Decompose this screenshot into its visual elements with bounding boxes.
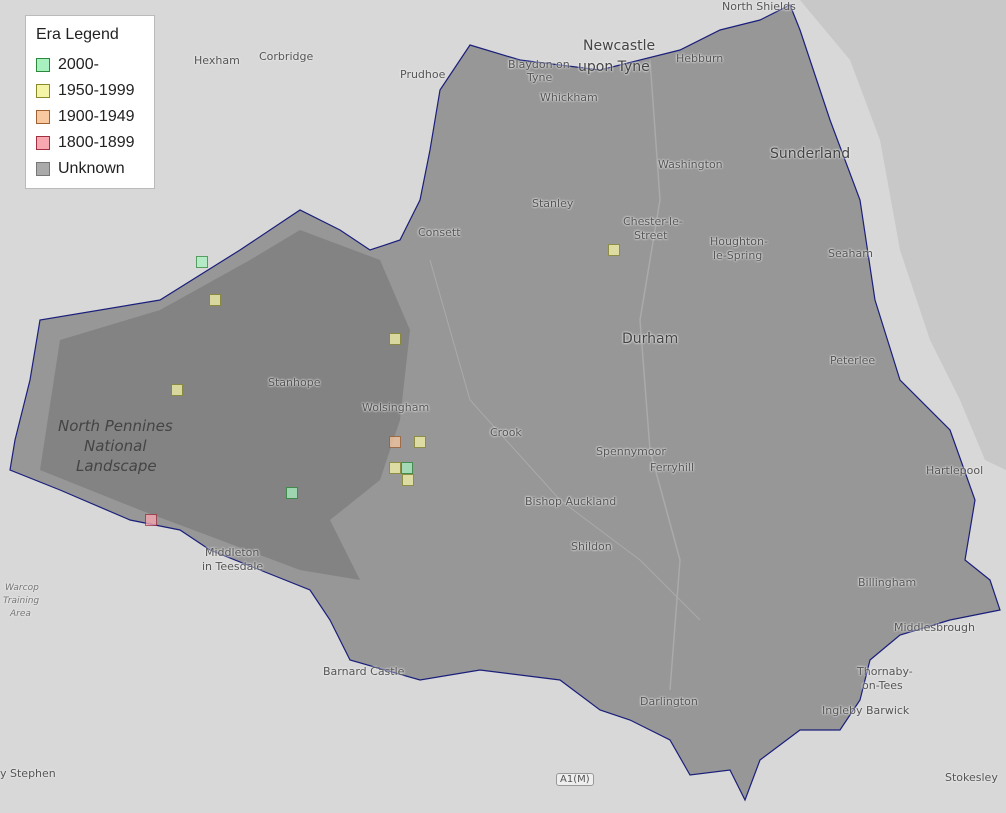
site-marker[interactable]	[608, 244, 620, 256]
site-marker[interactable]	[145, 514, 157, 526]
place-label: Ingleby Barwick	[822, 704, 910, 717]
place-label: Newcastle	[583, 38, 656, 54]
place-label: North Shields	[722, 0, 796, 13]
place-label: Billingham	[858, 576, 917, 589]
place-label: Wolsingham	[362, 401, 430, 414]
place-label: le-Spring	[713, 249, 763, 262]
legend-item: Unknown	[36, 156, 144, 182]
site-marker[interactable]	[389, 436, 401, 448]
place-label: Peterlee	[830, 354, 876, 367]
park-label: North Pennines	[58, 417, 173, 435]
place-label: on-Tees	[862, 679, 903, 692]
legend-item: 1900-1949	[36, 104, 144, 130]
place-label: Durham	[622, 331, 679, 347]
site-marker[interactable]	[209, 294, 221, 306]
site-marker[interactable]	[286, 487, 298, 499]
place-label: Hartlepool	[926, 464, 984, 477]
area-label: Area	[10, 609, 31, 619]
legend-swatch	[36, 84, 50, 98]
place-label: Hexham	[194, 54, 240, 67]
place-label: Chester-le-	[623, 215, 683, 228]
place-label: Sunderland	[770, 146, 851, 162]
place-label: Ferryhill	[650, 461, 694, 474]
legend-title: Era Legend	[36, 26, 119, 43]
place-label: Middlesbrough	[894, 621, 975, 634]
legend-item: 1800-1899	[36, 130, 144, 156]
place-label: Hebburn	[676, 52, 724, 65]
place-label: Middleton	[205, 546, 260, 559]
place-label: Houghton-	[710, 235, 768, 248]
site-marker[interactable]	[401, 462, 413, 474]
legend-item: 2000-	[36, 52, 144, 78]
place-label: Thornaby-	[857, 665, 913, 678]
legend-swatch	[36, 58, 50, 72]
site-marker[interactable]	[196, 256, 208, 268]
place-label: Washington	[658, 158, 723, 171]
legend-item: 1950-1999	[36, 78, 144, 104]
legend-swatch	[36, 162, 50, 176]
place-label: y Stephen	[0, 767, 56, 780]
place-label: Tyne	[527, 71, 553, 84]
legend-label: 2000-	[58, 56, 99, 73]
place-label: Street	[634, 229, 668, 242]
site-marker[interactable]	[402, 474, 414, 486]
place-label: Stanhope	[268, 376, 321, 389]
area-label: Warcop	[5, 583, 39, 593]
legend-swatch	[36, 136, 50, 150]
area-label: Training	[3, 596, 40, 606]
place-label: Corbridge	[259, 50, 314, 63]
place-label: Darlington	[640, 695, 698, 708]
legend-label: 1900-1949	[58, 108, 135, 125]
legend-swatch	[36, 110, 50, 124]
site-marker[interactable]	[389, 462, 401, 474]
park-label: National	[84, 437, 147, 455]
place-label: Spennymoor	[596, 445, 666, 458]
county-region	[9, 4, 1001, 802]
place-label: Barnard Castle	[323, 665, 405, 678]
era-legend: Era Legend 2000- 1950-1999 1900-1949 1800-1…	[25, 15, 155, 189]
place-label: Crook	[490, 426, 522, 439]
place-label: Blaydon on	[508, 58, 570, 71]
legend-label: 1800-1899	[58, 134, 135, 151]
site-marker[interactable]	[389, 333, 401, 345]
legend-label: 1950-1999	[58, 82, 135, 99]
park-label: Landscape	[76, 457, 157, 475]
place-label: in Teesdale	[202, 560, 264, 573]
place-label: Stanley	[532, 197, 574, 210]
site-marker[interactable]	[414, 436, 426, 448]
road-shield: A1(M)	[556, 773, 594, 786]
place-label: Bishop Auckland	[525, 495, 617, 508]
place-label: Stokesley	[945, 771, 998, 784]
place-label: Seaham	[828, 247, 873, 260]
place-label: Shildon	[571, 540, 612, 553]
place-label: upon Tyne	[578, 59, 650, 75]
place-label: Consett	[418, 226, 461, 239]
site-marker[interactable]	[171, 384, 183, 396]
place-label: Prudhoe	[400, 68, 446, 81]
legend-label: Unknown	[58, 160, 125, 177]
place-label: Whickham	[540, 91, 598, 104]
